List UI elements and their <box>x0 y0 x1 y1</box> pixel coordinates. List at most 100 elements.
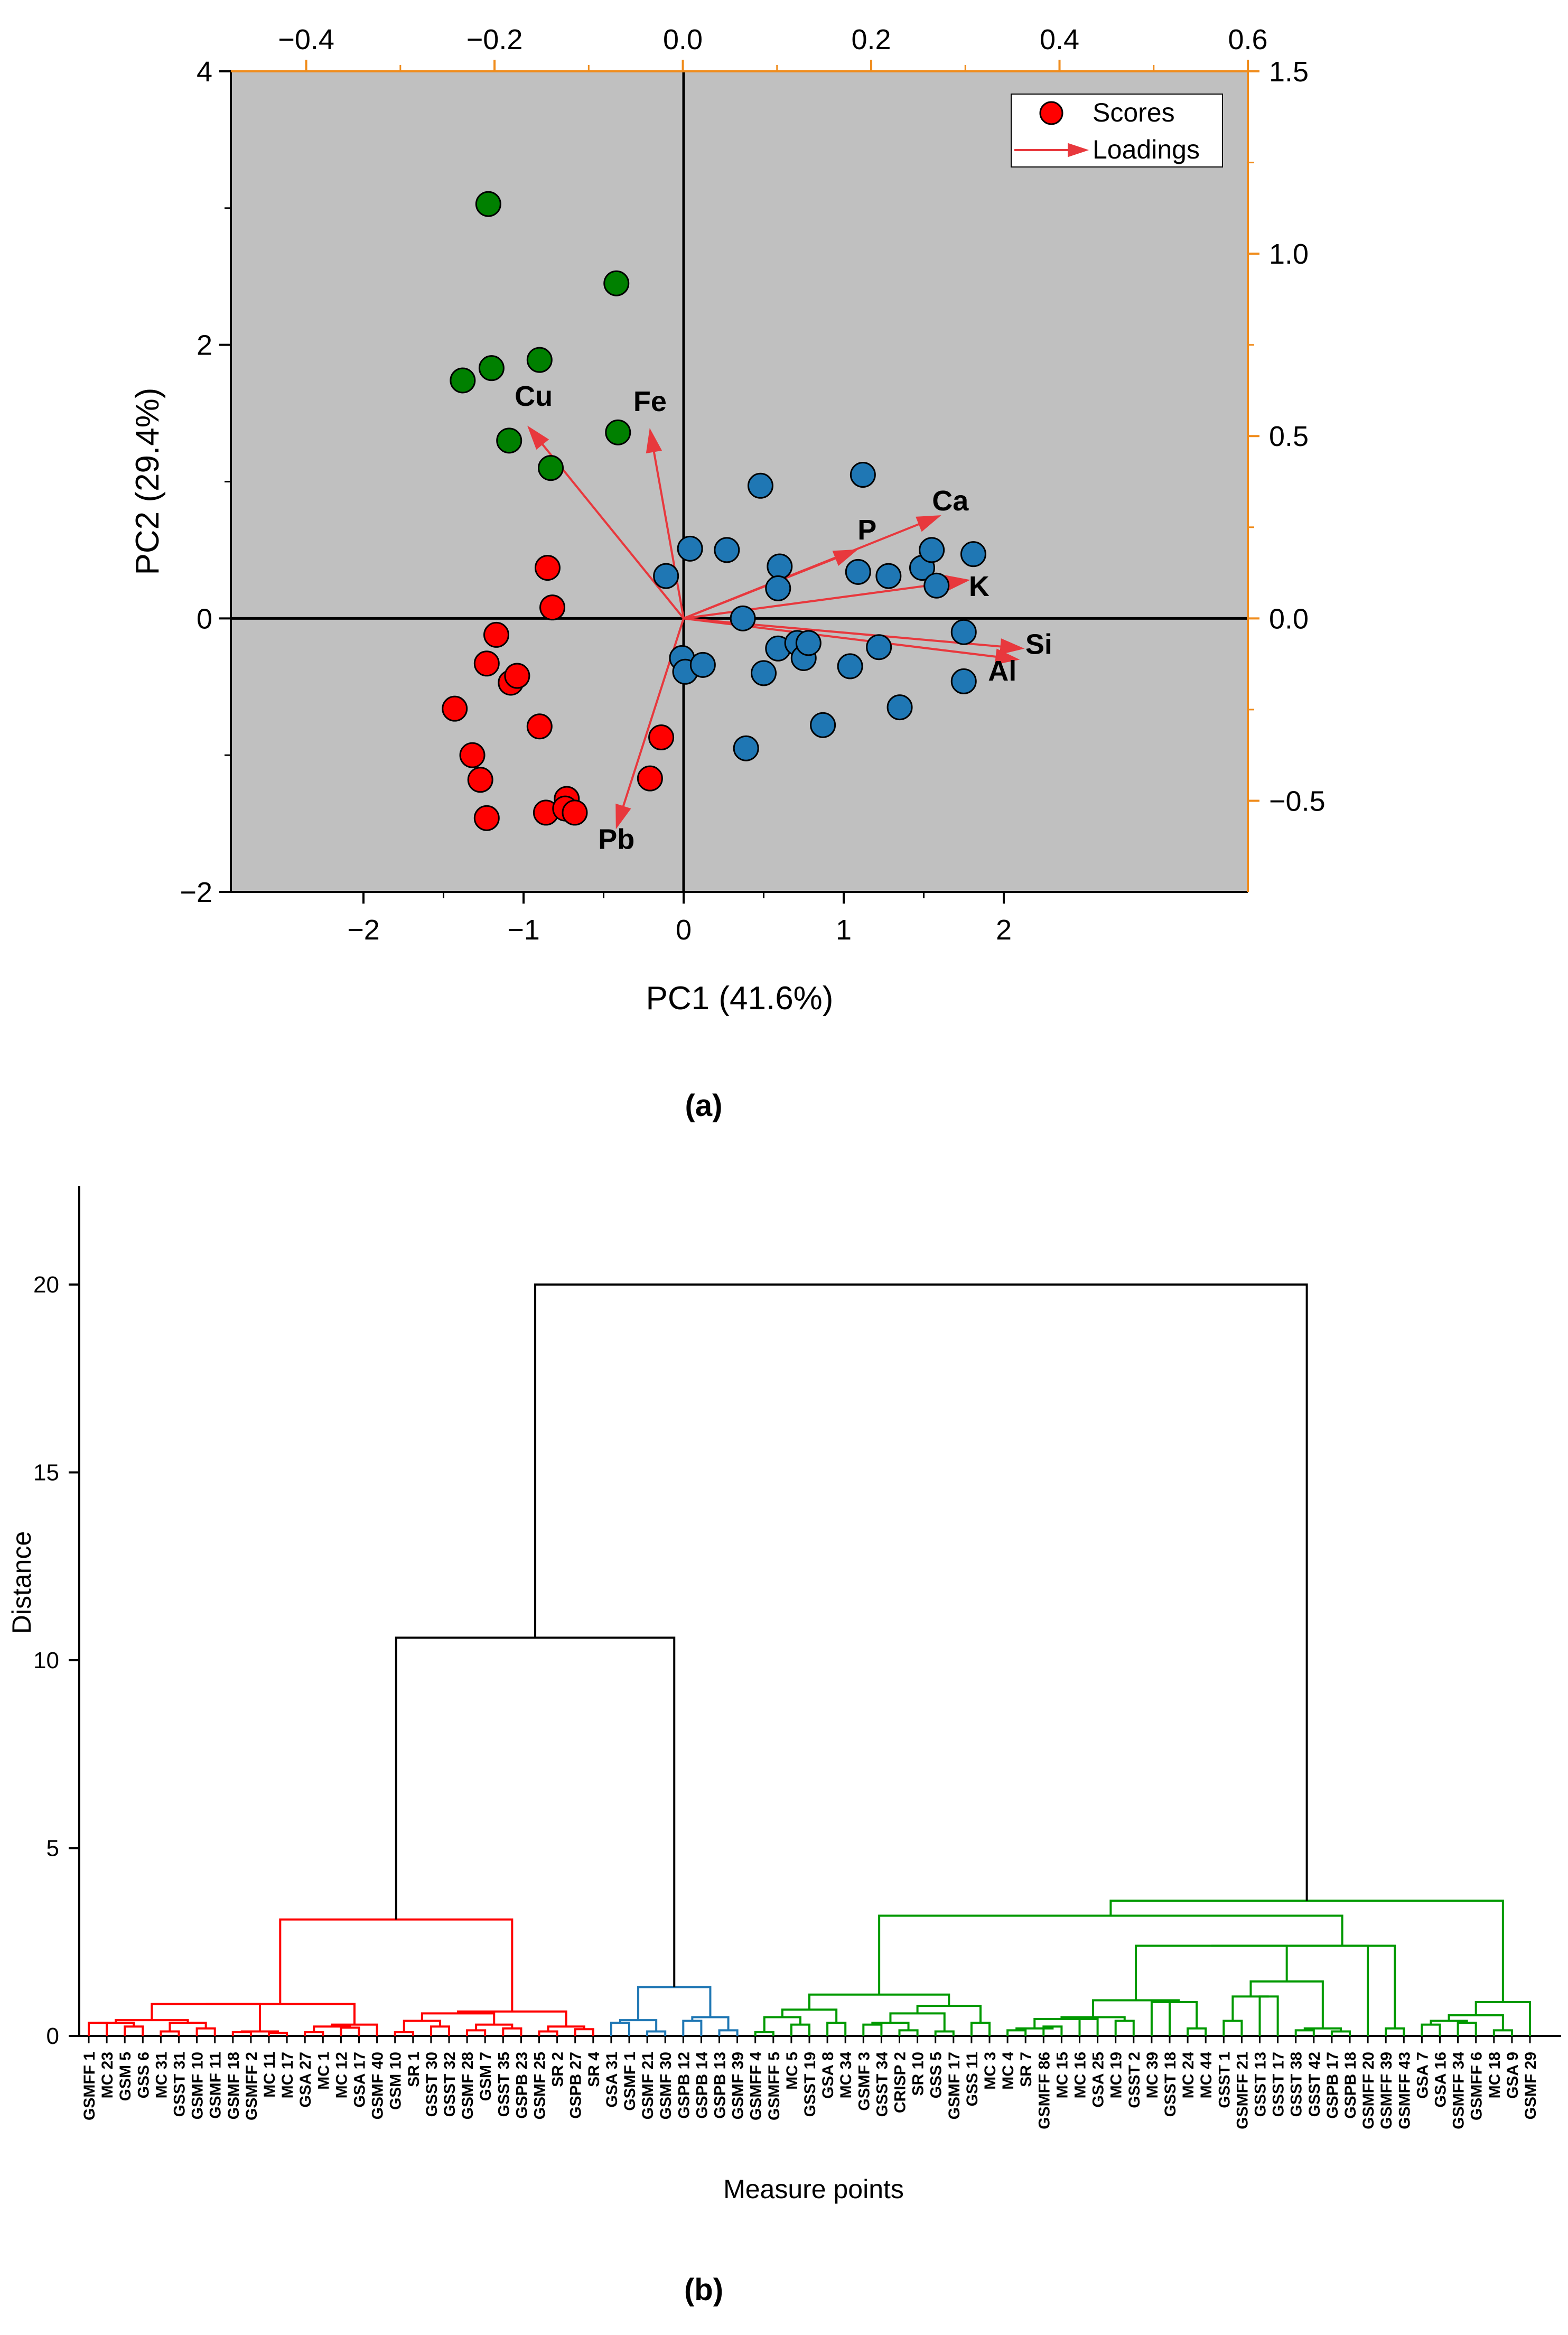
panel-label-b: (b) <box>684 2273 723 2307</box>
dendrogram-link <box>682 2020 703 2036</box>
leaf-label: GSA 31 <box>603 2052 621 2108</box>
leaf-label: GSST 31 <box>171 2052 189 2117</box>
leaf-label: MC 34 <box>837 2052 855 2099</box>
leaf-label: GSMF 17 <box>946 2052 963 2119</box>
loading-label-fe: Fe <box>633 386 667 417</box>
leaf-label: CRISP 2 <box>892 2052 909 2113</box>
loading-arrow-cu <box>541 443 685 619</box>
score-point <box>765 575 791 601</box>
dendrogram-link <box>279 1918 514 2012</box>
leaf-label: GSMF 29 <box>1522 2052 1539 2119</box>
dendrogram-link <box>878 1914 1343 1995</box>
leaf-label: GSMF 10 <box>189 2052 207 2119</box>
score-point <box>605 419 631 445</box>
x-tick-label: 1 <box>836 914 852 946</box>
score-point <box>767 553 793 580</box>
score-point <box>714 537 740 563</box>
score-point <box>459 742 486 768</box>
leaf-label: GSMF 11 <box>207 2052 225 2119</box>
leaf-label: GSA 27 <box>297 2052 314 2108</box>
dendrogram-y-tick-label: 20 <box>33 1272 59 1298</box>
leaf-label: GSST 1 <box>1216 2052 1233 2108</box>
leaf-label: GSA 17 <box>351 2052 369 2108</box>
dendrogram-link <box>826 2022 847 2036</box>
leaf-label: GSMFF 4 <box>748 2052 765 2120</box>
score-point <box>810 712 836 738</box>
dendrogram-link <box>1092 1999 1180 2017</box>
score-point <box>886 694 913 721</box>
leaf-label: GSST 42 <box>1306 2052 1323 2117</box>
dendrogram-link <box>1033 2018 1089 2029</box>
leaf-label: MC 19 <box>1108 2052 1125 2098</box>
dendrogram-link <box>206 2003 356 2025</box>
loading-label-ca: Ca <box>932 485 969 517</box>
x-tick-label: −2 <box>347 914 380 946</box>
leaf-label: GSA 25 <box>1090 2052 1107 2108</box>
score-point <box>875 563 902 589</box>
leaf-label: GSM 10 <box>387 2052 405 2110</box>
dendrogram-y-tick-label: 15 <box>33 1460 59 1486</box>
leaf-label: MC 3 <box>982 2052 999 2090</box>
leaf-label: MC 16 <box>1072 2052 1089 2098</box>
dendrogram-x-axis-title: Measure points <box>723 2174 904 2204</box>
leaf-label: GSMF 1 <box>621 2052 639 2111</box>
dendrogram-link <box>934 2030 955 2036</box>
score-point <box>950 619 977 645</box>
leaf-label: GSST 19 <box>801 2052 819 2117</box>
dendrogram-link <box>691 2016 730 2031</box>
loading-label-k: K <box>969 571 990 602</box>
leaf-label: GSA 16 <box>1432 2052 1450 2108</box>
score-point <box>526 713 553 740</box>
score-point <box>496 427 522 454</box>
biplot-ticks: −2 −1 0 1 2 −2 0 2 4 −0.4 −0.2 0.0 0.2 0.4 0.6 −0.5 0.0 0… <box>180 24 1325 946</box>
dendrogram-link <box>1231 1995 1269 2021</box>
loading-label-p: P <box>857 514 876 546</box>
right-tick-label: 0.0 <box>1269 603 1309 635</box>
leaf-label: GSST 18 <box>1162 2052 1179 2117</box>
dendrogram-root-link <box>395 1636 676 1987</box>
dendrogram-link <box>1457 2022 1477 2036</box>
score-point <box>467 767 493 793</box>
dendrogram-link <box>1448 2014 1504 2031</box>
dendrogram-link <box>862 2023 883 2036</box>
leaf-label: GSM 5 <box>117 2052 134 2101</box>
dendrogram-y-tick-label: 5 <box>46 1836 59 1862</box>
dendrogram-link <box>1160 2001 1198 2029</box>
score-point <box>473 805 500 831</box>
leaf-label: GSST 30 <box>423 2052 441 2117</box>
dendrogram-link <box>169 2022 207 2032</box>
leaf-label: GSPB 27 <box>567 2052 585 2119</box>
leaf-label: MC 12 <box>333 2052 350 2098</box>
leaf-label: SR 1 <box>405 2052 423 2087</box>
leaf-label: SR 2 <box>549 2052 567 2087</box>
dendrogram-link <box>1222 2020 1243 2036</box>
top-tick-label: 0.4 <box>1040 24 1079 55</box>
score-point <box>526 347 553 373</box>
leaf-label: GSPB 13 <box>712 2052 729 2119</box>
leaf-label: GSM 7 <box>477 2052 494 2101</box>
score-point <box>653 563 679 589</box>
leaf-label: MC 17 <box>279 2052 296 2098</box>
score-point <box>534 555 561 581</box>
leaf-label: GSPB 23 <box>513 2052 530 2119</box>
score-point <box>562 799 588 826</box>
loading-arrow-ca <box>683 523 920 620</box>
loading-arrowhead-al <box>994 648 1020 665</box>
dendrogram-ticks: 0 5 10 15 20 <box>33 1272 1531 2049</box>
top-tick-label: 0.6 <box>1228 24 1267 55</box>
leaf-label: GSST 34 <box>873 2052 891 2117</box>
leaf-label: GSMFF 86 <box>1035 2052 1053 2129</box>
dendrogram-link <box>1385 2027 1405 2036</box>
score-point <box>603 270 630 296</box>
legend: Scores Loadings <box>1011 94 1223 168</box>
dendrogram-link <box>1249 1980 1324 2029</box>
score-point <box>733 735 759 761</box>
dendrogram-link <box>1330 2030 1351 2036</box>
score-point <box>837 653 863 680</box>
x-axis-title: PC1 (41.6%) <box>646 980 834 1017</box>
score-point <box>450 367 476 394</box>
dendrogram-link <box>1150 2001 1171 2036</box>
leaf-label: GSMFF 34 <box>1450 2052 1468 2129</box>
dendrogram-link <box>610 2022 630 2036</box>
pca-biplot-panel: −2 −1 0 1 2 −2 0 2 4 −0.4 −0.2 0.0 0.2 0.4 0.6 −0.5 0.0 0… <box>129 24 1326 1123</box>
